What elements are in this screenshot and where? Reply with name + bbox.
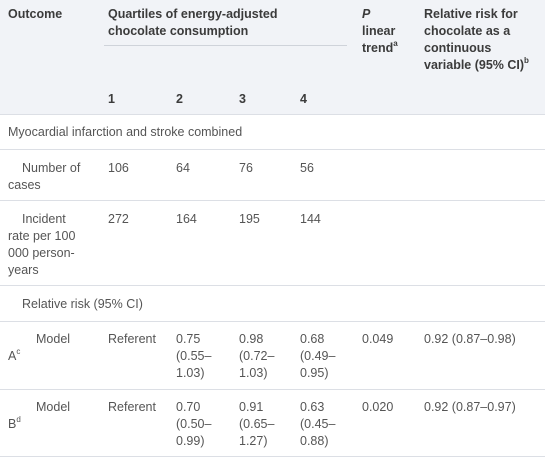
footnote-a: a [393, 38, 398, 48]
cases-q1: 106 [108, 161, 129, 175]
footnote-d: d [16, 414, 21, 424]
incidence-label-line2: rate per 100 [8, 229, 76, 243]
row-divider [0, 149, 545, 150]
footnote-b: b [524, 55, 529, 65]
model-b-q4-ci-high: 0.88) [300, 434, 329, 448]
section-label: Myocardial infarction and stroke combine… [8, 125, 243, 139]
model-a-word: Model [36, 332, 71, 346]
model-a-q2-ci-low: (0.55– [176, 349, 212, 363]
row-divider [0, 456, 545, 457]
cases-q4: 56 [300, 161, 314, 175]
quartile-label-2: 2 [176, 92, 183, 106]
model-a-q3-ci-high: 1.03) [239, 366, 268, 380]
incidence-q1: 272 [108, 212, 129, 226]
header-p-trend: trenda [362, 38, 398, 55]
row-divider [0, 389, 545, 390]
model-b-q3-ci-low: (0.65– [239, 417, 275, 431]
row-divider [0, 114, 545, 115]
rr-section-label: Relative risk (95% CI) [22, 297, 143, 311]
model-a-q3-estimate: 0.98 [239, 332, 264, 346]
model-a-continuous-rr: 0.92 (0.87–0.98) [424, 332, 516, 346]
footnote-c: c [16, 346, 21, 356]
model-a-q3-ci-low: (0.72– [239, 349, 275, 363]
header-rr-line3: continuous [424, 41, 492, 55]
model-a-referent: Referent [108, 332, 156, 346]
model-a-q2-ci-high: 1.03) [176, 366, 205, 380]
model-a-p-trend: 0.049 [362, 332, 394, 346]
model-b-word: Model [36, 400, 71, 414]
header-rr-line1: Relative risk for [424, 7, 518, 21]
row-divider [0, 285, 545, 286]
model-b-letter: Bd [8, 414, 21, 431]
quartile-label-3: 3 [239, 92, 246, 106]
cases-q3: 76 [239, 161, 253, 175]
header-subrule [104, 45, 347, 46]
model-b-q2-estimate: 0.70 [176, 400, 201, 414]
header-p-linear: linear [362, 24, 396, 38]
model-a-letter: Ac [8, 346, 21, 363]
model-b-q2-ci-high: 0.99) [176, 434, 205, 448]
model-a-q2-estimate: 0.75 [176, 332, 201, 346]
cases-q2: 64 [176, 161, 190, 175]
model-b-referent: Referent [108, 400, 156, 414]
table-header [0, 0, 545, 114]
header-rr-line2: chocolate as a [424, 24, 511, 38]
model-b-continuous-rr: 0.92 (0.87–0.97) [424, 400, 516, 414]
header-rr-line4: variable (95% CI)b [424, 55, 529, 72]
model-b-q4-ci-low: (0.45– [300, 417, 336, 431]
incidence-label-line3: 000 person- [8, 246, 75, 260]
cases-label-line2: cases [8, 178, 41, 192]
model-a-q4-ci-low: (0.49– [300, 349, 336, 363]
model-b-q4-estimate: 0.63 [300, 400, 325, 414]
incidence-label-line4: years [8, 263, 39, 277]
row-divider [0, 321, 545, 322]
incidence-q4: 144 [300, 212, 321, 226]
model-b-q2-ci-low: (0.50– [176, 417, 212, 431]
quartile-label-1: 1 [108, 92, 115, 106]
model-b-q3-ci-high: 1.27) [239, 434, 268, 448]
row-divider [0, 200, 545, 201]
model-a-q4-estimate: 0.68 [300, 332, 325, 346]
header-outcome: Outcome [8, 7, 63, 21]
incidence-label-line1: Incident [22, 212, 66, 226]
header-p-letter: P [362, 7, 371, 21]
cases-label-line1: Number of [22, 161, 81, 175]
model-b-p-trend: 0.020 [362, 400, 394, 414]
header-quartiles-line1: Quartiles of energy-adjusted [108, 7, 278, 21]
quartile-label-4: 4 [300, 92, 307, 106]
incidence-q3: 195 [239, 212, 260, 226]
header-quartiles-line2: chocolate consumption [108, 24, 249, 38]
model-b-q3-estimate: 0.91 [239, 400, 264, 414]
model-a-q4-ci-high: 0.95) [300, 366, 329, 380]
incidence-q2: 164 [176, 212, 197, 226]
